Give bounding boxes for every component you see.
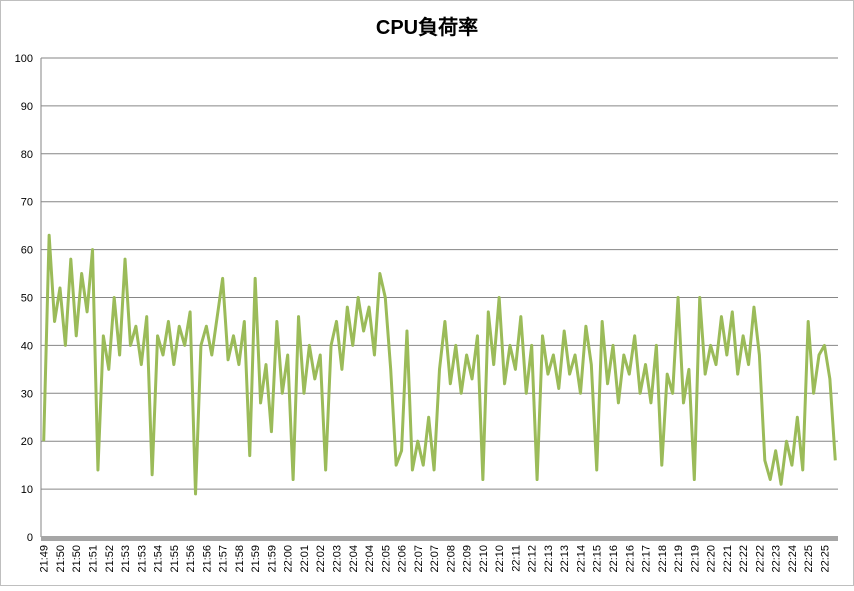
x-tick-label: 21:50	[71, 545, 83, 573]
x-tick-label: 22:16	[624, 545, 636, 573]
x-tick-label: 22:06	[397, 545, 409, 573]
x-tick-label: 22:02	[315, 545, 327, 573]
x-tick-label: 21:53	[136, 545, 148, 573]
x-tick-label: 22:01	[299, 545, 311, 573]
x-tick-label: 21:59	[266, 545, 278, 573]
x-tick-label: 22:22	[738, 545, 750, 573]
x-tick-label: 21:57	[218, 545, 230, 573]
y-tick-label: 40	[21, 340, 33, 352]
x-tick-label: 21:54	[153, 545, 165, 573]
y-tick-label: 30	[21, 388, 33, 400]
x-tick-label: 22:13	[559, 545, 571, 573]
x-tick-label: 21:55	[169, 545, 181, 573]
x-tick-label: 22:15	[592, 545, 604, 573]
x-tick-label: 22:04	[348, 545, 360, 573]
x-tick-label: 21:49	[39, 545, 51, 573]
x-tick-label: 22:03	[331, 545, 343, 573]
data-line	[42, 233, 837, 496]
y-tick-label: 10	[21, 484, 33, 496]
x-tick-label: 22:19	[673, 545, 685, 573]
x-tick-label: 22:00	[283, 545, 295, 573]
x-tick-label: 22:17	[641, 545, 653, 573]
x-tick-label: 22:24	[787, 545, 799, 573]
x-tick-label: 22:16	[608, 545, 620, 573]
x-tick-label: 22:10	[494, 545, 506, 573]
chart-title: CPU負荷率	[376, 15, 478, 39]
x-tick-label: 22:21	[722, 545, 734, 573]
x-tick-label: 22:25	[819, 545, 831, 573]
x-tick-label: 22:08	[445, 545, 457, 573]
x-tick-label: 21:52	[104, 545, 116, 573]
x-tick-label: 21:56	[185, 545, 197, 573]
x-tick-label: 22:04	[364, 545, 376, 573]
y-tick-label: 20	[21, 436, 33, 448]
x-axis	[41, 536, 838, 541]
x-tick-label: 22:25	[803, 545, 815, 573]
y-tick-label: 0	[27, 532, 33, 544]
y-tick-label: 80	[21, 149, 33, 161]
y-tick-label: 70	[21, 197, 33, 209]
x-tick-label: 21:50	[55, 545, 67, 573]
y-tick-label: 60	[21, 245, 33, 257]
x-tick-label: 22:13	[543, 545, 555, 573]
x-tick-label: 21:58	[234, 545, 246, 573]
x-tick-label: 21:53	[120, 545, 132, 573]
y-tick-label: 100	[15, 53, 33, 65]
x-tick-label: 21:51	[88, 545, 100, 573]
x-tick-label: 22:07	[429, 545, 441, 573]
x-tick-label: 22:18	[657, 545, 669, 573]
x-tick-label: 21:56	[201, 545, 213, 573]
x-tick-label: 22:12	[527, 545, 539, 573]
y-tick-label: 90	[21, 101, 33, 113]
x-tick-label: 22:11	[510, 545, 522, 572]
x-tick-label: 22:22	[754, 545, 766, 573]
x-tick-label: 22:07	[413, 545, 425, 573]
x-tick-label: 22:19	[689, 545, 701, 573]
x-tick-label: 22:09	[462, 545, 474, 573]
x-tick-label: 22:05	[380, 545, 392, 573]
x-tick-label: 22:10	[478, 545, 490, 573]
x-tick-label: 21:59	[250, 545, 262, 573]
x-tick-label: 22:20	[706, 545, 718, 573]
y-tick-label: 50	[21, 293, 33, 305]
x-tick-label: 22:23	[771, 545, 783, 573]
x-tick-label: 22:14	[575, 545, 587, 573]
